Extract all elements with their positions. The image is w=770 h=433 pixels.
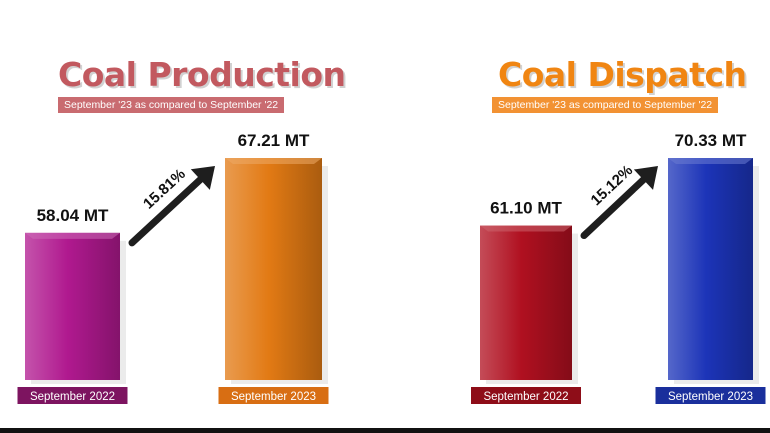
coal-production-panel: Coal Production September '23 as compare… — [0, 0, 385, 428]
bar-bevel — [668, 158, 753, 164]
coal-dispatch-panel: Coal Dispatch September '23 as compared … — [385, 0, 770, 428]
bar — [668, 158, 753, 380]
growth-label: 15.12% — [588, 162, 637, 209]
value-label: 58.04 MT — [37, 206, 109, 225]
bar — [25, 232, 120, 380]
category-label: September 2022 — [483, 391, 568, 403]
chart-subtitle: September '23 as compared to September '… — [58, 97, 285, 113]
category-badge — [655, 387, 766, 404]
category-label: September 2023 — [231, 391, 316, 403]
category-badge — [17, 387, 128, 404]
growth-arrow — [128, 176, 204, 247]
bar — [480, 225, 572, 380]
value-label: 67.21 MT — [238, 131, 310, 150]
value-label: 61.10 MT — [490, 199, 562, 218]
bottom-divider — [0, 428, 770, 433]
category-badge — [471, 387, 581, 404]
growth-arrow-head — [190, 166, 215, 190]
category-badge — [218, 387, 329, 404]
bar-bevel — [480, 225, 572, 232]
coal-dispatch-chart: 61.10 MT September 2022 70.33 MT September … — [471, 131, 766, 404]
growth-label: 15.81% — [140, 166, 189, 213]
bar — [225, 158, 322, 380]
category-label: September 2022 — [30, 391, 115, 403]
growth-arrow — [580, 176, 647, 240]
bar-bevel — [25, 232, 120, 239]
category-label: September 2023 — [668, 391, 753, 403]
coal-production-chart: 58.04 MT September 2022 67.21 MT September … — [17, 131, 329, 404]
bar-bevel — [225, 158, 322, 164]
value-label: 70.33 MT — [675, 131, 747, 150]
chart-title: Coal Production — [58, 55, 346, 94]
chart-title: Coal Dispatch — [498, 55, 747, 94]
growth-arrow-head — [633, 166, 658, 190]
chart-subtitle: September '23 as compared to September '… — [492, 97, 719, 113]
